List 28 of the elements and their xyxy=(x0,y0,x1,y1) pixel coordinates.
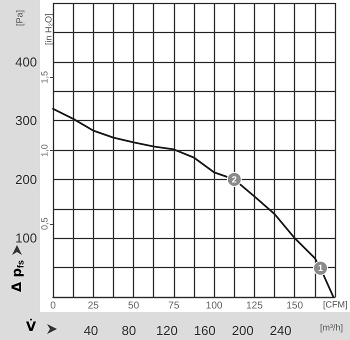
x2-tick-label: 40 xyxy=(84,323,98,338)
text: Δ pfs xyxy=(10,260,26,292)
x2-tick-label: 200 xyxy=(232,323,254,338)
y-tick-label: 200 xyxy=(15,172,37,187)
x2-tick-label: 240 xyxy=(270,323,292,338)
annotation: 1 xyxy=(318,263,324,274)
text: V̇ xyxy=(26,318,36,335)
y2-tick-label: 1,0 xyxy=(40,144,50,157)
x-tick-label: 25 xyxy=(88,300,100,312)
x-tick-label: 100 xyxy=(206,300,223,312)
x-tick-label: 0 xyxy=(50,300,56,312)
x2-tick-label: 80 xyxy=(122,323,136,338)
y2-axis-title: [in H₂O] xyxy=(44,14,54,45)
x-tick-label: 50 xyxy=(128,300,140,312)
y2-tick-label: 0,5 xyxy=(40,218,50,230)
y-tick-label: 400 xyxy=(15,54,37,70)
y-tick-label: 100 xyxy=(15,230,37,246)
y-axis-title: [Pa] xyxy=(14,10,24,26)
x2-tick-label: 120 xyxy=(156,323,178,338)
x2-axis-title: [m³/h] xyxy=(320,322,344,332)
y-tick-label: 300 xyxy=(15,113,37,128)
x2-tick-label: 160 xyxy=(194,323,216,338)
y2-tick-label: 1,5 xyxy=(40,71,50,84)
x-tick-label: 75 xyxy=(168,300,180,312)
x-tick-label: 150 xyxy=(286,300,304,312)
x-tick-label: 125 xyxy=(246,300,264,312)
annotation: 2 xyxy=(232,174,237,184)
x-axis-title: [CFM] xyxy=(323,300,348,310)
